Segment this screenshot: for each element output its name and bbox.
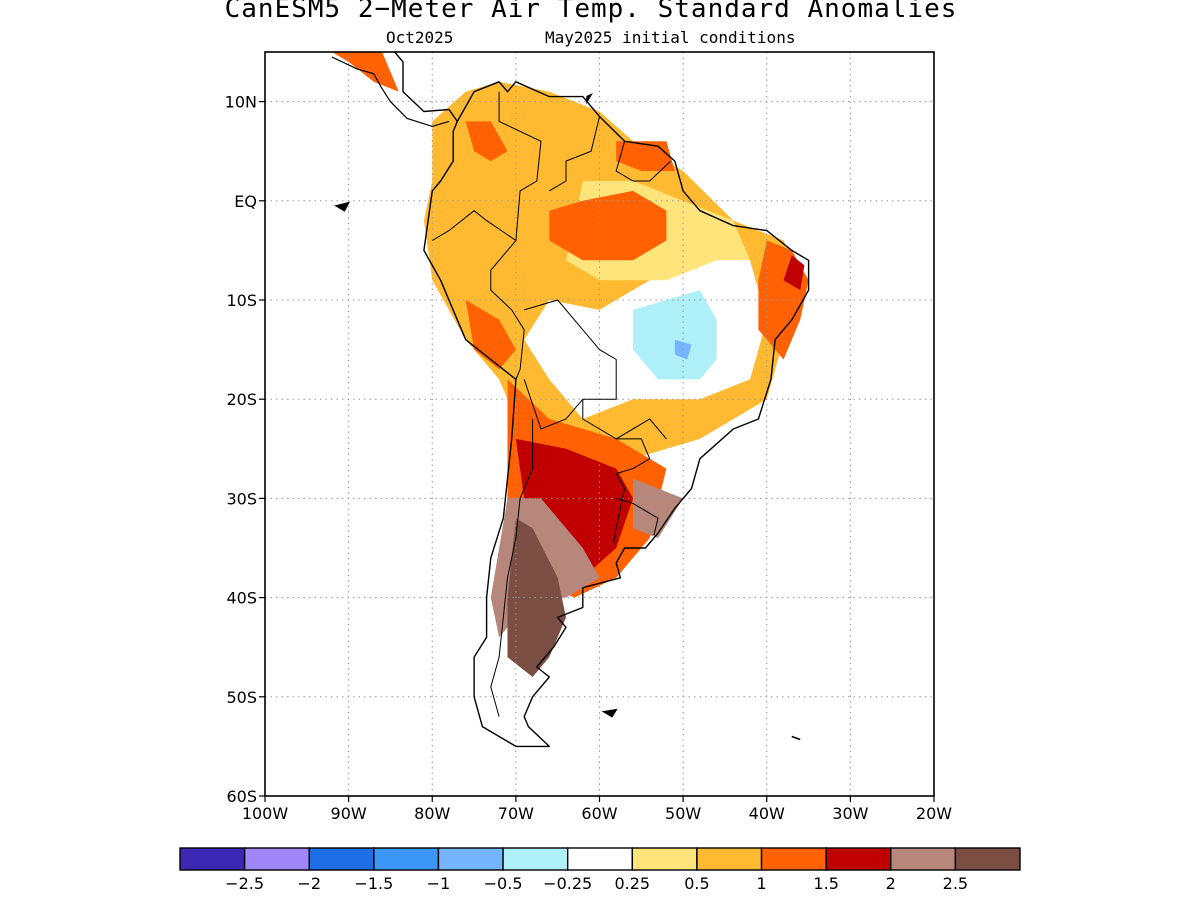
colorbar-label: 2 [886,874,896,893]
lon-tick-label: 90W [331,804,367,823]
country-border [616,497,659,536]
lon-tick-label: 100W [242,804,289,823]
colorbar-swatch [954,847,1021,871]
colorbar: −2.5 −2 −1.5 −1 −0.5 −0.25 0.25 0.5 1 1.5 2 2.5 [179,847,1021,893]
colorbar-label: 2.5 [943,874,968,893]
anomaly-brazil-cool [633,290,717,380]
lat-tick-label: 10N [225,93,257,112]
colorbar-label: −0.5 [484,874,523,893]
colorbar-swatch [566,847,634,871]
country-border [613,473,626,544]
lon-tick-label: 50W [665,804,701,823]
colorbar-label: 0.5 [684,874,709,893]
colorbar-swatch [631,847,698,871]
coastline [331,52,810,748]
country-border [523,299,617,430]
lat-tick-label: 10S [226,291,257,310]
lon-tick-label: 70W [498,804,534,823]
colorbar-swatch [890,847,957,871]
map-title: CanESM5 2−Meter Air Temp. Standard Anoma… [224,0,958,24]
colorbar-swatch [243,847,310,871]
colorbar-label: −0.25 [543,874,592,893]
country-border [432,210,525,380]
colorbar-label: −1.5 [354,874,393,893]
colorbar-label: 0.25 [614,874,650,893]
country-border [549,116,600,192]
anomaly-peru-warm [465,300,516,370]
anomaly-ne-brazil-hot [783,255,805,291]
colorbar-swatch [696,847,763,871]
lat-tick-label: 30S [226,489,257,508]
central-america-outline [331,52,458,122]
anomaly-patagonia-extreme [507,518,566,677]
colorbar-swatch [437,847,504,871]
colorbar-label: −2.5 [225,874,264,893]
colorbar-swatch [760,847,827,871]
colorbar-label: 1 [756,874,766,893]
anomaly-colombia-warm [465,121,508,162]
country-border [498,91,542,241]
colorbar-swatch [308,847,375,871]
valid-month-label: Oct2025 [386,28,454,47]
lon-tick-label: 60W [581,804,617,823]
country-border [490,419,534,717]
lat-tick-label: EQ [234,192,257,211]
lat-tick-label: 50S [226,688,257,707]
island-outline [334,201,351,212]
colorbar-swatch [502,847,569,871]
island-outline [601,708,618,718]
lon-tick-label: 20W [916,804,952,823]
colorbar-label: 1.5 [813,874,838,893]
island-outline [586,93,593,105]
initial-conditions-label: May2025 initial conditions [545,28,796,47]
lat-tick-label: 40S [226,589,257,608]
colorbar-label: −1 [427,874,451,893]
colorbar-swatch [825,847,892,871]
country-border [615,141,671,182]
lat-tick-label: 20S [226,390,257,409]
anomaly-uruguay-very-hot [633,478,684,539]
colorbar-swatch [373,847,440,871]
lon-tick-label: 30W [832,804,868,823]
country-border [615,418,667,440]
country-border [582,399,651,475]
anomaly-amazon-warm [549,190,667,261]
central-america-pacific-outline [331,56,450,128]
island-outline [791,735,801,741]
lon-tick-label: 40W [749,804,785,823]
lon-tick-label: 80W [414,804,450,823]
continent-outline [423,81,810,748]
anomaly-field [331,52,809,677]
lat-tick-label: 60S [226,787,257,806]
colorbar-label: −2 [297,874,321,893]
colorbar-swatch [179,847,246,871]
